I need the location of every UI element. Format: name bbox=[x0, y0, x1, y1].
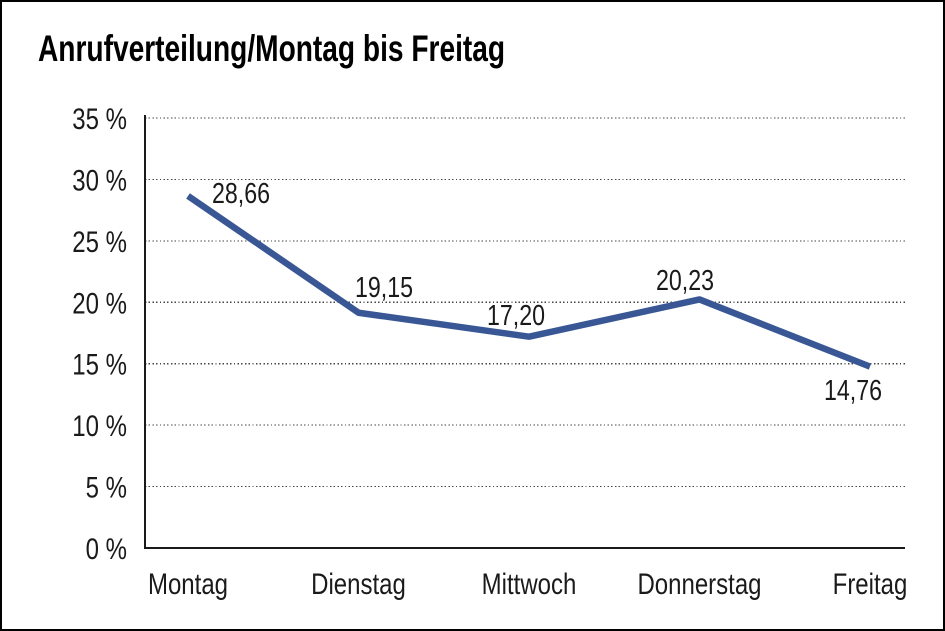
x-axis-label: Mittwoch bbox=[482, 566, 577, 600]
x-axis-labels: Montag Dienstag Mittwoch Donnerstag Freitag bbox=[148, 566, 907, 600]
y-tick-label: 35 % bbox=[72, 101, 127, 135]
x-axis-label: Montag bbox=[148, 566, 228, 600]
data-point-label: 28,66 bbox=[212, 176, 270, 209]
y-tick-label: 20 % bbox=[72, 286, 127, 320]
data-point-label: 19,15 bbox=[355, 270, 413, 303]
y-tick-label: 10 % bbox=[72, 409, 127, 443]
y-axis-labels: 0 % 5 % 10 % 15 % 20 % 25 % 30 % 35 % bbox=[72, 101, 127, 565]
data-point-label: 14,76 bbox=[824, 373, 882, 406]
data-point-labels: 28,66 19,15 17,20 20,23 14,76 bbox=[212, 176, 882, 406]
y-tick-label: 5 % bbox=[86, 470, 127, 504]
data-point-label: 17,20 bbox=[487, 298, 545, 331]
x-axis-label: Dienstag bbox=[311, 566, 406, 600]
x-axis-label: Donnerstag bbox=[637, 566, 761, 600]
data-series-line bbox=[186, 193, 872, 370]
y-tick-label: 25 % bbox=[72, 224, 127, 258]
data-point-label: 20,23 bbox=[656, 263, 714, 296]
y-tick-label: 15 % bbox=[72, 347, 127, 381]
y-tick-label: 30 % bbox=[72, 163, 127, 197]
gridlines bbox=[145, 117, 905, 488]
y-tick-label: 0 % bbox=[86, 531, 127, 565]
chart-title: Anrufverteilung/Montag bis Freitag bbox=[38, 27, 505, 69]
x-axis-label: Freitag bbox=[833, 566, 908, 600]
